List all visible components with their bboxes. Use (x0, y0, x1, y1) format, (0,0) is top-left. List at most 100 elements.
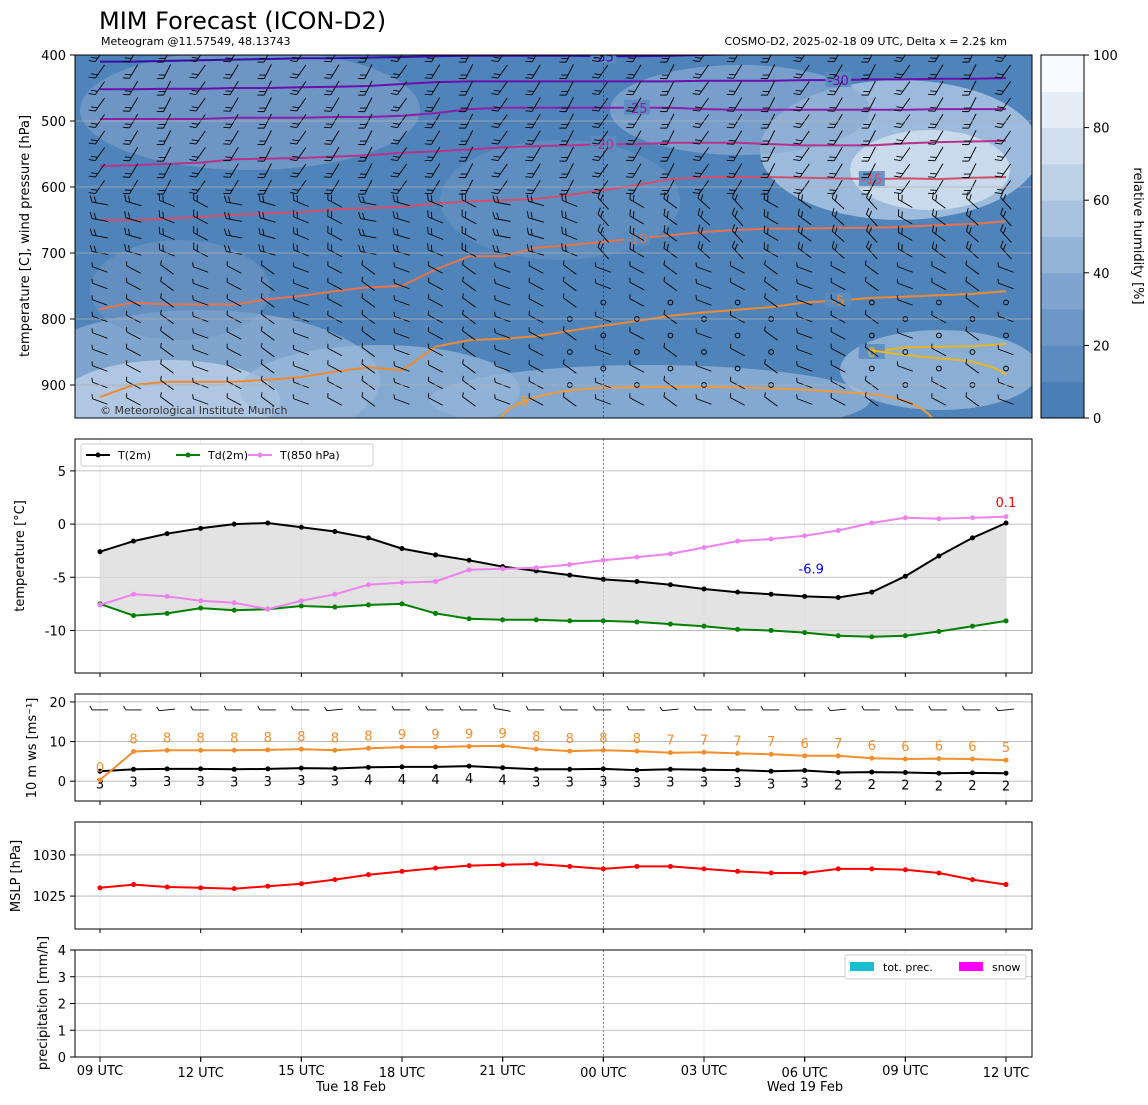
data-point (701, 767, 707, 773)
wind-barb (223, 146, 239, 162)
wind-barb (864, 392, 879, 407)
wind-barb (324, 97, 340, 112)
data-point (500, 862, 506, 868)
data-point (902, 633, 908, 639)
wind-barb (257, 146, 272, 162)
wind-barb (660, 80, 675, 96)
data-point (634, 767, 640, 773)
wind-barb (526, 211, 545, 223)
wind-barb (156, 163, 172, 179)
wind-barb (763, 225, 779, 241)
wind-barb (764, 359, 778, 374)
wind-barb (358, 195, 377, 206)
wind-barb (358, 146, 373, 162)
wind-barb (566, 349, 573, 355)
isotherm-label-bg (825, 292, 852, 308)
wind-barb (327, 226, 343, 241)
series-line (99, 602, 1007, 638)
wind-barb (390, 81, 407, 95)
wind-barb (894, 147, 911, 161)
wind-barb (793, 97, 810, 112)
wind-barb (660, 146, 675, 162)
wind-barb (193, 193, 208, 208)
y-tick-label: 500 (41, 115, 66, 130)
colorbar-tick-label: 40 (1093, 267, 1110, 282)
wind-barb (361, 392, 376, 407)
wind-barb (868, 299, 875, 306)
wind-barb (994, 81, 1011, 95)
data-point (500, 765, 506, 771)
data-point (265, 883, 271, 889)
wind-barb (160, 260, 174, 275)
wind-barb (626, 705, 645, 711)
data-label: 9 (465, 727, 473, 742)
wind-barb (962, 64, 977, 80)
wind-barb (156, 130, 172, 146)
wind-barb (629, 294, 645, 307)
wind-barb (626, 55, 642, 63)
wind-barb (192, 328, 209, 339)
wind-barb (393, 262, 410, 273)
wind-barb (730, 277, 745, 291)
wind-barb (88, 147, 105, 161)
data-point (433, 610, 439, 616)
data-point (969, 756, 975, 762)
wind-barb (492, 228, 511, 239)
wind-barb (896, 328, 913, 339)
colorbar-step (1041, 345, 1084, 383)
data-label: 2 (935, 779, 943, 794)
wind-barb (124, 211, 142, 223)
data-point (332, 766, 338, 772)
wind-barb (491, 97, 508, 112)
wind-barb (559, 146, 574, 162)
wind-barb (726, 163, 743, 178)
data-point (567, 572, 573, 578)
wind-barb (358, 130, 373, 146)
wind-barb (126, 261, 141, 274)
colorbar-step (1041, 309, 1084, 346)
wind-barb (290, 55, 307, 62)
wind-barb (894, 64, 911, 79)
x-tick-label: 09 UTC (882, 1064, 928, 1079)
wind-barb (223, 212, 243, 222)
wind-barb (226, 360, 242, 373)
data-point (936, 870, 942, 876)
data-point (365, 764, 371, 770)
wind-barb (361, 342, 376, 358)
data-point (365, 872, 371, 878)
wind-barb (324, 64, 340, 79)
isotherm-label: -5 (516, 395, 529, 410)
wind-barb (361, 260, 376, 275)
wind-barb (462, 326, 476, 341)
wind-barb (866, 207, 878, 227)
wind-barb (392, 194, 410, 207)
wind-barb (324, 80, 340, 96)
data-point (500, 566, 506, 572)
wind-barb (734, 332, 741, 339)
wind-barb (866, 191, 878, 210)
data-point (332, 604, 338, 610)
wind-barb (928, 97, 944, 112)
wind-barb (861, 146, 876, 162)
wind-barb (458, 146, 474, 162)
upper-air-panel: -35-30-25-20-15-10-50-5 4005006007008009… (18, 49, 1033, 419)
wind-barb (260, 359, 275, 374)
data-point (164, 531, 170, 537)
data-point (869, 755, 875, 761)
wind-barb (997, 344, 1014, 356)
wind-barb (525, 163, 541, 178)
data-label: 3 (599, 775, 607, 790)
data-point (936, 629, 942, 635)
wind-barb (634, 349, 640, 355)
wind-barb (663, 192, 678, 209)
wind-barb (122, 130, 139, 145)
data-point (466, 557, 472, 563)
wind-barb (428, 393, 443, 406)
wind-barb (160, 293, 174, 308)
upper-air-ylabel: temperature [C], wind pressure [hPa] (18, 115, 33, 357)
data-point (365, 745, 371, 751)
wind-barb (660, 97, 675, 113)
wind-barb (491, 55, 508, 62)
wind-barb (290, 81, 307, 95)
